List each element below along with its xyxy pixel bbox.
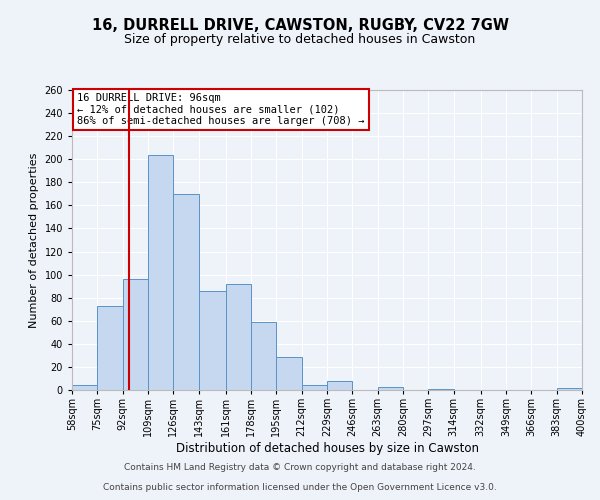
Bar: [173, 194, 199, 390]
Bar: [428, 389, 454, 390]
Bar: [199, 291, 226, 390]
Bar: [557, 388, 582, 390]
Bar: [97, 306, 123, 390]
Text: Contains public sector information licensed under the Open Government Licence v3: Contains public sector information licen…: [103, 484, 497, 492]
Bar: [148, 154, 173, 390]
Bar: [327, 381, 352, 390]
Text: Size of property relative to detached houses in Cawston: Size of property relative to detached ho…: [124, 32, 476, 46]
Bar: [276, 356, 302, 390]
Bar: [123, 279, 148, 390]
Text: 16, DURRELL DRIVE, CAWSTON, RUGBY, CV22 7GW: 16, DURRELL DRIVE, CAWSTON, RUGBY, CV22 …: [91, 18, 509, 32]
X-axis label: Distribution of detached houses by size in Cawston: Distribution of detached houses by size …: [176, 442, 479, 455]
Bar: [251, 322, 276, 390]
Bar: [72, 386, 97, 390]
Text: 16 DURRELL DRIVE: 96sqm
← 12% of detached houses are smaller (102)
86% of semi-d: 16 DURRELL DRIVE: 96sqm ← 12% of detache…: [77, 93, 365, 126]
Bar: [226, 284, 251, 390]
Bar: [302, 386, 327, 390]
Y-axis label: Number of detached properties: Number of detached properties: [29, 152, 39, 328]
Text: Contains HM Land Registry data © Crown copyright and database right 2024.: Contains HM Land Registry data © Crown c…: [124, 464, 476, 472]
Bar: [378, 386, 403, 390]
